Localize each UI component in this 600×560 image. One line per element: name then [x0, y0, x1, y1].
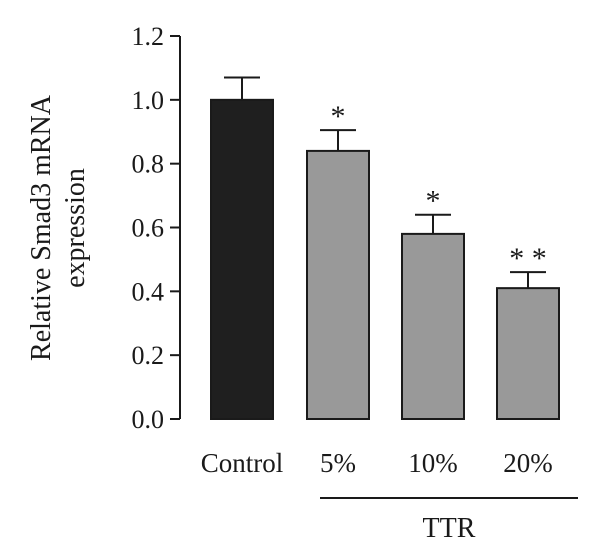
y-tick-label: 1.0 — [132, 86, 165, 115]
y-tick-label: 0.0 — [132, 405, 165, 434]
bars — [210, 98, 560, 420]
significance-markers: * * * * — [331, 100, 547, 275]
bar-control — [210, 98, 274, 420]
x-axis-categories: Control 5% 10% 20% — [201, 448, 553, 478]
x-category-label: 10% — [408, 448, 458, 478]
y-tick-label: 0.6 — [132, 214, 165, 243]
significance-star: * * — [509, 242, 547, 275]
significance-star: * — [426, 185, 441, 218]
x-category-label: Control — [201, 448, 284, 478]
x-category-label: 20% — [503, 448, 553, 478]
error-bars — [224, 76, 546, 289]
y-tick-label: 1.2 — [132, 22, 165, 51]
y-tick-label: 0.4 — [132, 277, 165, 306]
y-axis-label-line: Relative Smad3 mRNA — [26, 94, 57, 361]
bar-5pct — [306, 149, 370, 420]
y-axis-label-line: expression — [60, 168, 91, 288]
significance-star: * — [331, 100, 346, 133]
ttr-group-bracket: TTR — [320, 497, 578, 544]
group-label: TTR — [423, 513, 476, 544]
y-tick-label: 0.8 — [132, 150, 165, 179]
bar-20pct — [496, 287, 560, 420]
y-axis: 0.0 0.2 0.4 0.6 0.8 1.0 1.2 — [132, 22, 181, 434]
bar-10pct — [401, 232, 465, 420]
y-axis-label: Relative Smad3 mRNA expression — [26, 94, 91, 361]
y-tick-label: 0.2 — [132, 341, 165, 370]
x-category-label: 5% — [320, 448, 356, 478]
